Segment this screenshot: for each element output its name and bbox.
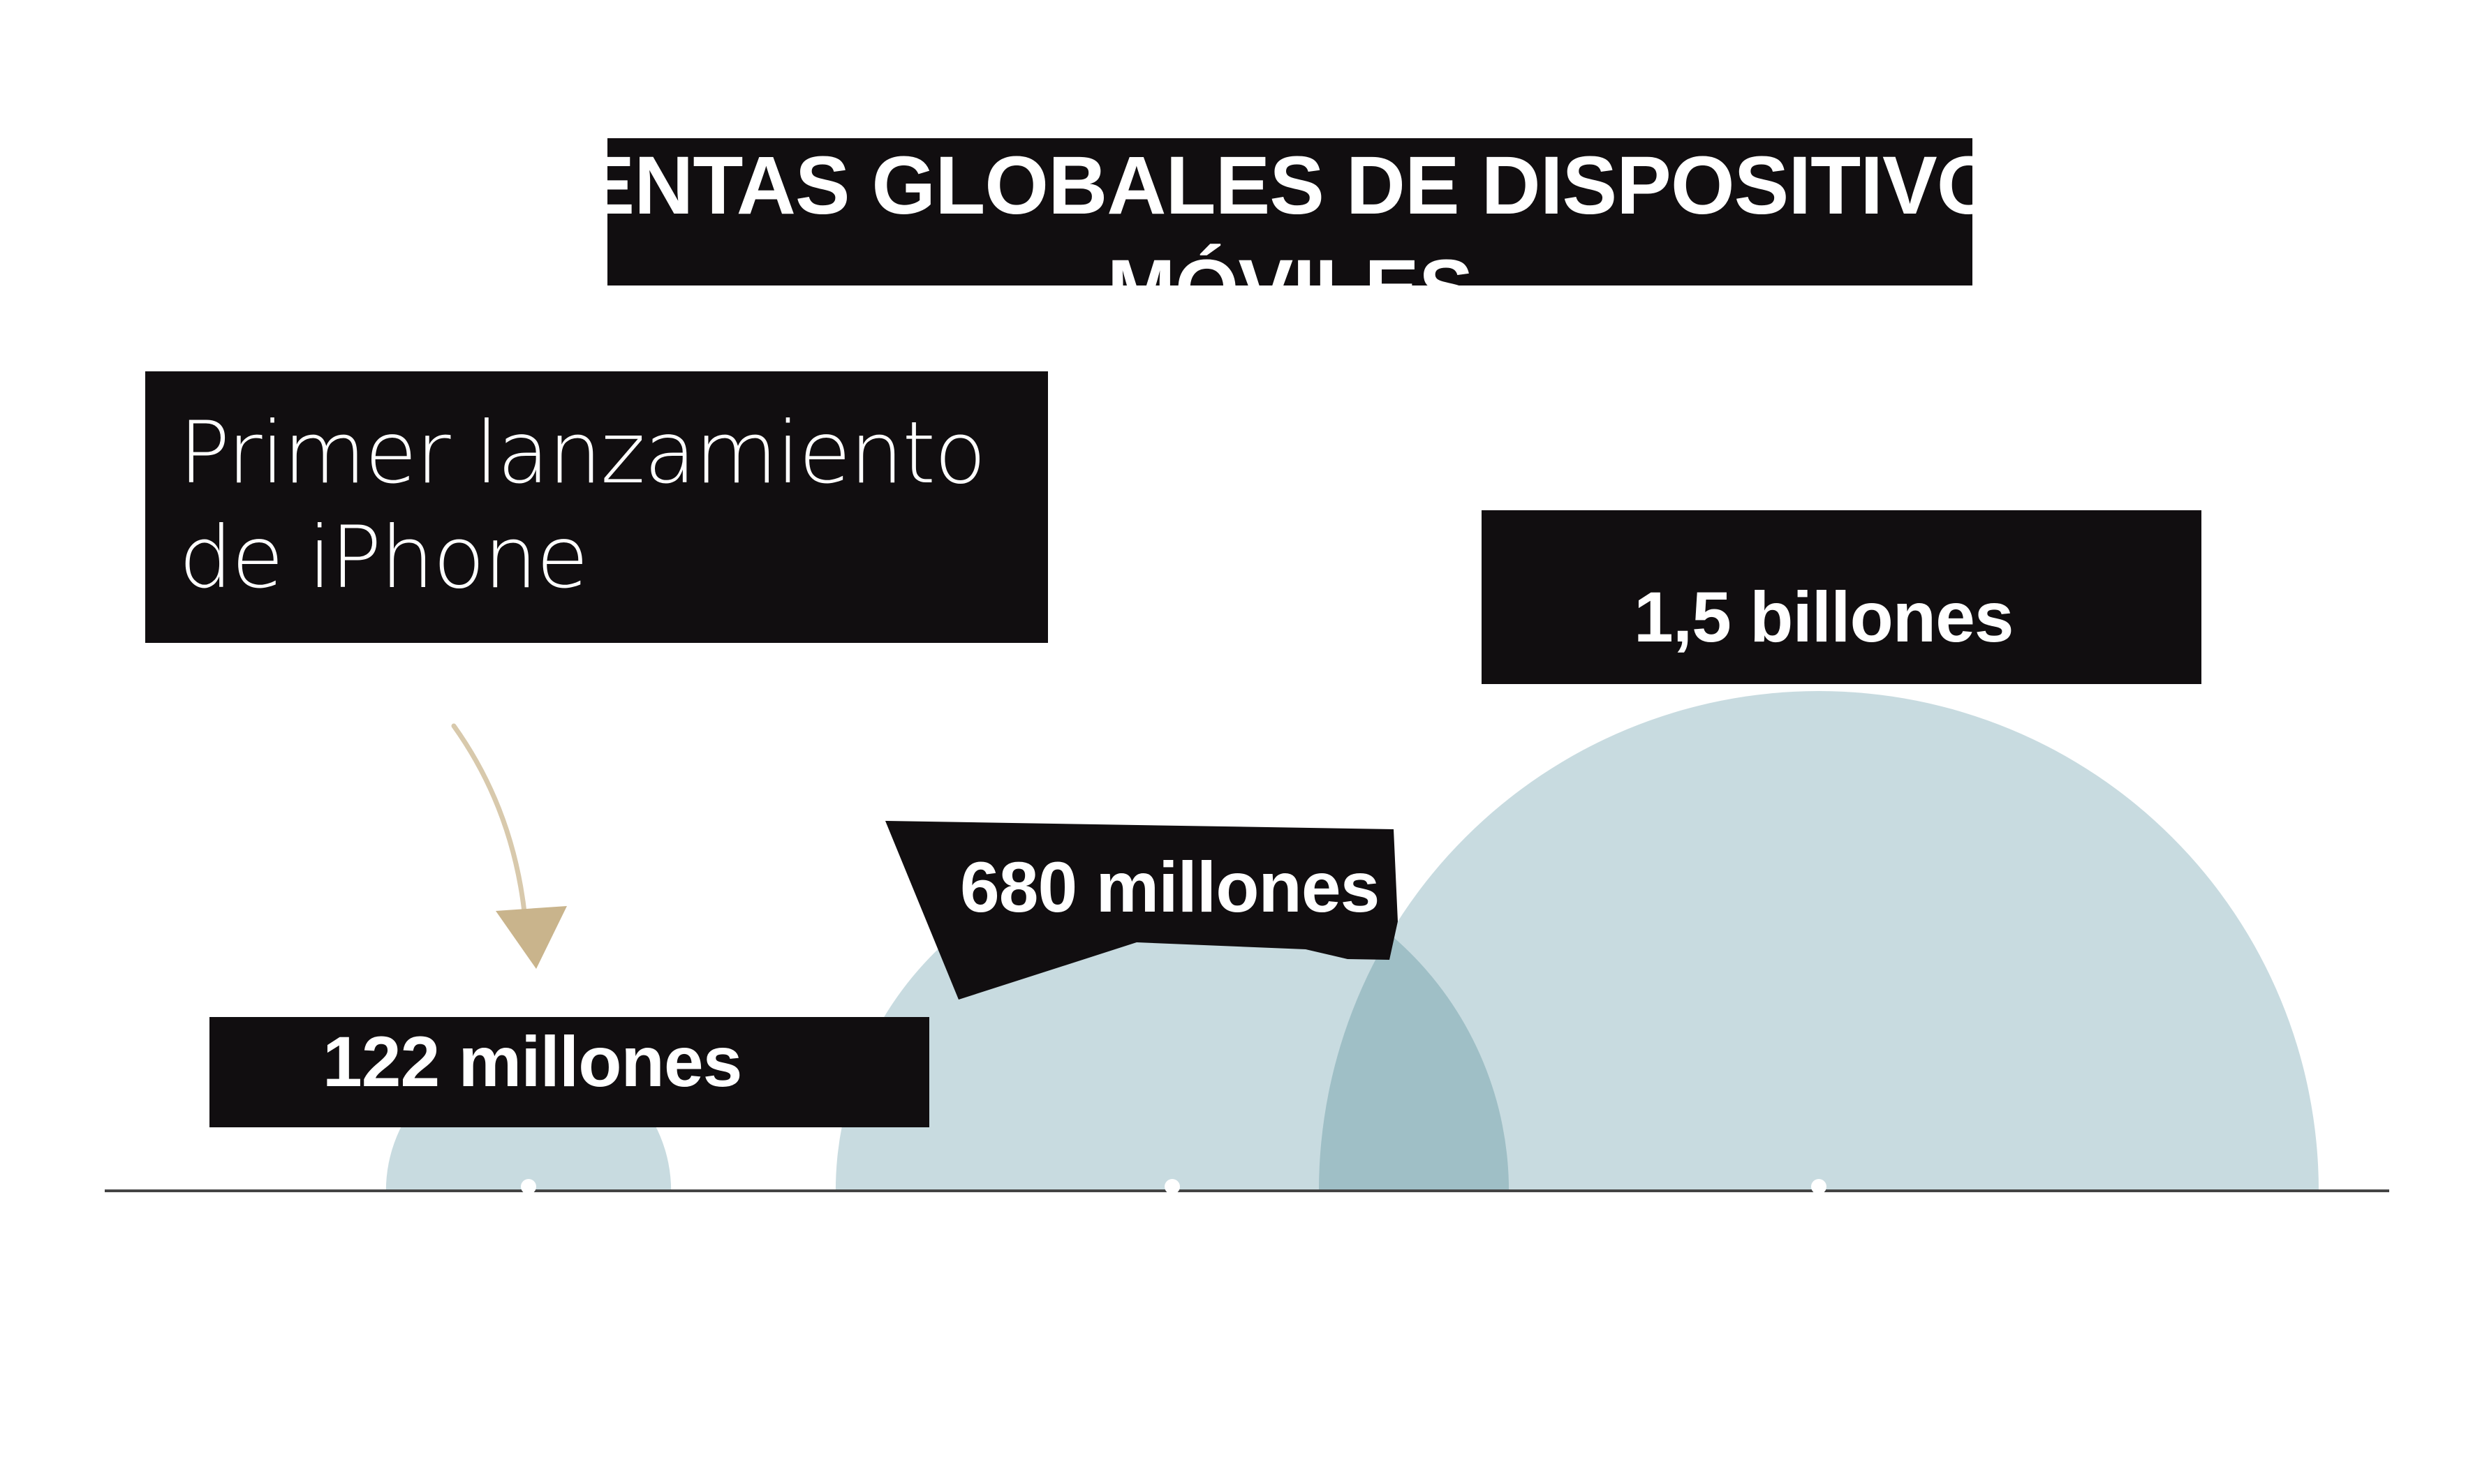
- chart-title: VENTAS GLOBALES DE DISPOSITIVOS MÓVILES: [607, 140, 1972, 285]
- bubble-center-dot-2: [1811, 1179, 1826, 1194]
- annotation-arrow: [451, 723, 567, 969]
- label-bg-680: [885, 821, 1398, 1000]
- annotation-text: Primer lanzamiento de iPhone: [179, 401, 1020, 610]
- bubble-layer: [0, 691, 2473, 1484]
- bubble-center-dot-0: [521, 1179, 536, 1194]
- below-baseline-mask: [0, 1191, 2473, 1484]
- label-box-122: [209, 1017, 929, 1127]
- chart-title-box: VENTAS GLOBALES DE DISPOSITIVOS MÓVILES: [607, 138, 1972, 285]
- annotation-line-2: de iPhone: [179, 508, 589, 607]
- value-label-680: 680 millones: [960, 847, 1380, 927]
- annotation-line-1: Primer lanzamiento: [179, 403, 987, 503]
- value-label-122: 122 millones: [323, 1022, 742, 1101]
- label-box-1500: [1482, 510, 2201, 684]
- bubble-center-dot-1: [1165, 1179, 1180, 1194]
- annotation-box: Primer lanzamiento de iPhone: [145, 371, 1048, 643]
- value-label-1500: 1,5 billones: [1634, 577, 2014, 657]
- center-dots-layer: [521, 1179, 1826, 1194]
